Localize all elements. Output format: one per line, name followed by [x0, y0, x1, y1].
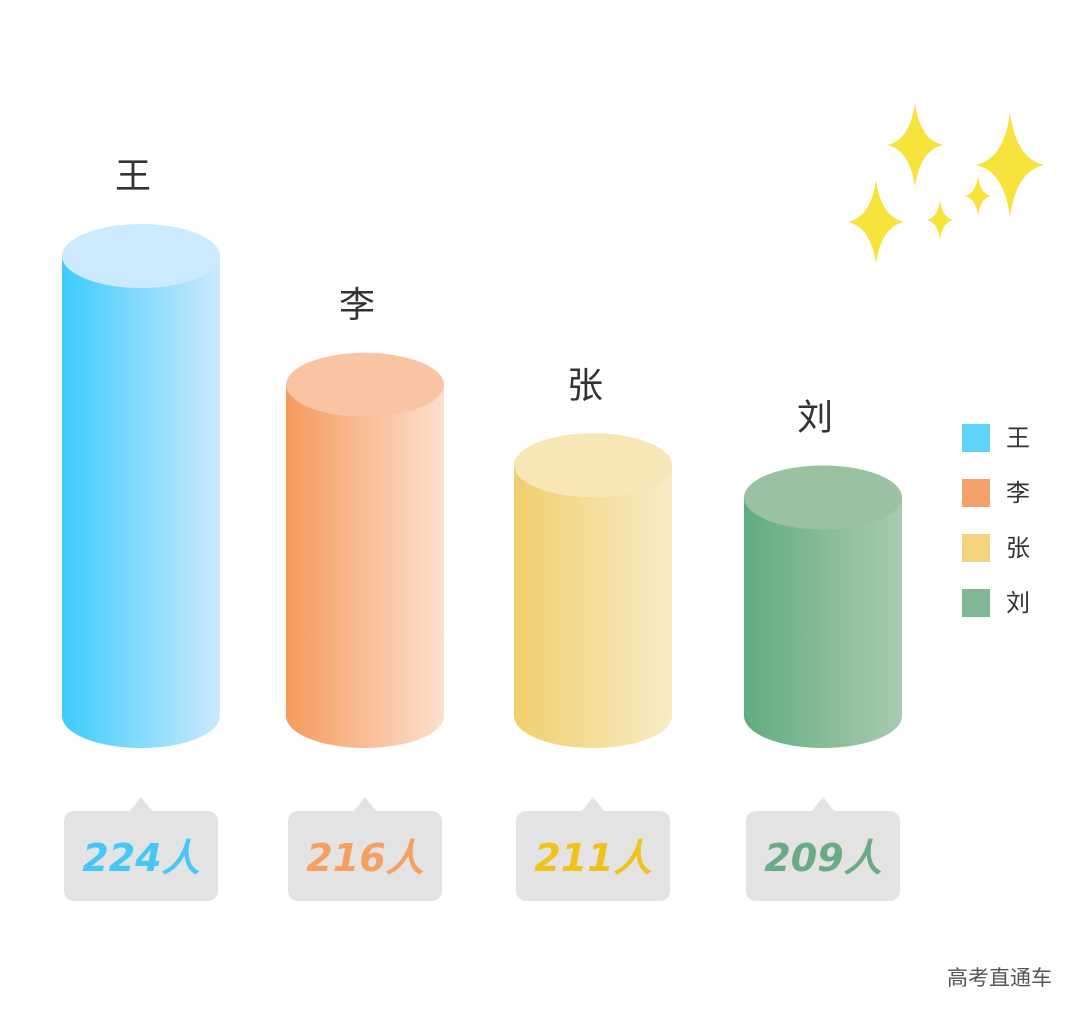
- legend-swatch-zhang: [962, 534, 990, 562]
- sparkle-icon: [976, 113, 1044, 217]
- bar-zhang: [514, 433, 672, 748]
- legend-label-li: 李: [1006, 479, 1030, 507]
- value-bubble-wang: 224人: [64, 797, 218, 901]
- legend-label-wang: 王: [1006, 424, 1030, 452]
- category-label-wang: 王: [115, 156, 151, 197]
- value-bubble-zhang: 211人: [516, 797, 670, 901]
- value-label-wang: 224人: [82, 836, 199, 880]
- bar-body-li: [286, 384, 444, 748]
- bar-body-zhang: [514, 465, 672, 748]
- bar-top-wang: [62, 224, 220, 288]
- sparkle-icon: [887, 103, 943, 187]
- sparkle-icon: [965, 176, 991, 216]
- bar-top-li: [286, 352, 444, 417]
- value-label-liu: 209人: [764, 836, 881, 880]
- value-bubble-li: 216人: [288, 797, 442, 901]
- bar-body-wang: [62, 256, 220, 748]
- sparkles-decoration: [848, 103, 1044, 264]
- legend-swatch-li: [962, 479, 990, 507]
- sparkle-icon: [848, 180, 904, 264]
- value-label-zhang: 211人: [534, 836, 651, 880]
- legend-label-zhang: 张: [1006, 534, 1030, 562]
- legend-swatch-liu: [962, 589, 990, 617]
- category-label-liu: 刘: [797, 398, 833, 439]
- bar-liu: [744, 465, 902, 748]
- sparkle-icon: [927, 200, 953, 240]
- legend-swatch-wang: [962, 424, 990, 452]
- value-label-li: 216人: [306, 836, 423, 880]
- legend-label-liu: 刘: [1006, 589, 1030, 617]
- bar-top-liu: [744, 465, 902, 530]
- value-bubble-liu: 209人: [746, 797, 900, 901]
- bar-li: [286, 352, 444, 748]
- bar-wang: [62, 224, 220, 748]
- bar-top-zhang: [514, 433, 672, 498]
- category-label-zhang: 张: [567, 365, 603, 406]
- category-label-li: 李: [339, 285, 375, 326]
- watermark-text: 高考直通车: [947, 966, 1052, 990]
- bar-body-liu: [744, 497, 902, 748]
